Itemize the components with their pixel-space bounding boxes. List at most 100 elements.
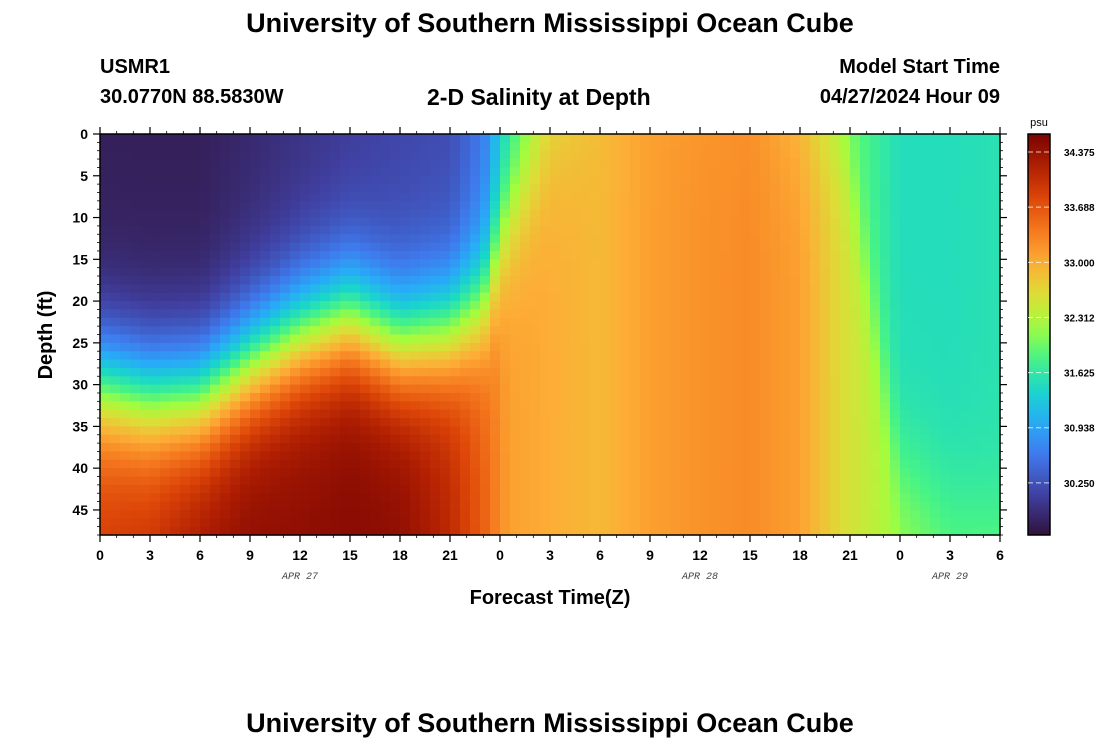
heatmap-cell <box>120 175 131 185</box>
heatmap-cell <box>640 309 651 319</box>
heatmap-cell <box>150 301 161 311</box>
heatmap-cell <box>840 451 851 461</box>
heatmap-cell <box>110 426 121 436</box>
heatmap-cell <box>810 192 821 202</box>
heatmap-cell <box>750 284 761 294</box>
heatmap-cell <box>440 159 451 169</box>
heatmap-cell <box>440 342 451 352</box>
heatmap-cell <box>870 292 881 302</box>
heatmap-cell <box>960 434 971 444</box>
heatmap-cell <box>390 192 401 202</box>
heatmap-cell <box>600 292 611 302</box>
heatmap-cell <box>590 301 601 311</box>
heatmap-cell <box>730 309 741 319</box>
heatmap-cell <box>910 401 921 411</box>
heatmap-cell <box>150 326 161 336</box>
heatmap-cell <box>580 167 591 177</box>
heatmap-cell <box>300 342 311 352</box>
heatmap-cell <box>540 501 551 511</box>
heatmap-cell <box>200 468 211 478</box>
heatmap-cell <box>130 200 141 210</box>
heatmap-cell <box>960 409 971 419</box>
heatmap-cell <box>510 334 521 344</box>
heatmap-cell <box>790 292 801 302</box>
heatmap-cell <box>410 518 421 528</box>
heatmap-cell <box>130 334 141 344</box>
heatmap-cell <box>440 392 451 402</box>
heatmap-cell <box>570 484 581 494</box>
heatmap-cell <box>450 351 461 361</box>
heatmap-cell <box>550 276 561 285</box>
heatmap-cell <box>630 384 641 394</box>
heatmap-cell <box>500 284 511 294</box>
heatmap-cell <box>190 359 201 369</box>
heatmap-cell <box>590 351 601 361</box>
heatmap-cell <box>870 217 881 227</box>
heatmap-cell <box>160 342 171 352</box>
heatmap-cell <box>730 175 741 185</box>
heatmap-cell <box>140 434 151 444</box>
heatmap-cell <box>220 351 231 361</box>
heatmap-cell <box>500 184 511 194</box>
heatmap-cell <box>180 468 191 478</box>
heatmap-cell <box>200 242 211 252</box>
heatmap-cell <box>930 301 941 311</box>
heatmap-cell <box>360 301 371 311</box>
heatmap-cell <box>510 292 521 302</box>
heatmap-cell <box>400 209 411 219</box>
heatmap-cell <box>200 384 211 394</box>
heatmap-cell <box>350 493 361 503</box>
heatmap-cell <box>730 284 741 294</box>
heatmap-cell <box>130 267 141 277</box>
heatmap-cell <box>820 276 831 285</box>
heatmap-cell <box>970 459 981 469</box>
heatmap-cell <box>910 209 921 219</box>
heatmap-cell <box>900 192 911 202</box>
heatmap-cell <box>620 267 631 277</box>
heatmap-cell <box>390 443 401 453</box>
heatmap-cell <box>770 384 781 394</box>
heatmap-cell <box>810 501 821 511</box>
heatmap-cell <box>780 351 791 361</box>
heatmap-cell <box>980 292 991 302</box>
heatmap-cell <box>190 384 201 394</box>
heatmap-cell <box>570 409 581 419</box>
heatmap-cell <box>970 225 981 235</box>
heatmap-cell <box>790 167 801 177</box>
heatmap-cell <box>200 217 211 227</box>
heatmap-cell <box>120 292 131 302</box>
heatmap-cell <box>900 242 911 252</box>
heatmap-cell <box>550 484 561 494</box>
heatmap-cell <box>910 284 921 294</box>
heatmap-cell <box>770 434 781 444</box>
heatmap-cell <box>770 409 781 419</box>
heatmap-cell <box>860 242 871 252</box>
heatmap-cell <box>610 184 621 194</box>
heatmap-cell <box>950 317 961 327</box>
heatmap-cell <box>630 392 641 402</box>
heatmap-cell <box>660 359 671 369</box>
heatmap-cell <box>410 175 421 185</box>
heatmap-cell <box>470 359 481 369</box>
heatmap-cell <box>640 434 651 444</box>
heatmap-cell <box>560 342 571 352</box>
heatmap-cell <box>850 175 861 185</box>
heatmap-cell <box>960 292 971 302</box>
heatmap-cell <box>900 401 911 411</box>
heatmap-cell <box>100 225 111 235</box>
heatmap-cell <box>690 317 701 327</box>
heatmap-cell <box>540 518 551 528</box>
heatmap-cell <box>660 167 671 177</box>
heatmap-cell <box>510 376 521 386</box>
heatmap-cell <box>260 159 271 169</box>
heatmap-cell <box>530 501 541 511</box>
heatmap-cell <box>500 167 511 177</box>
heatmap-cell <box>470 518 481 528</box>
heatmap-cell <box>690 501 701 511</box>
heatmap-cell <box>440 209 451 219</box>
heatmap-cell <box>860 392 871 402</box>
heatmap-cell <box>350 384 361 394</box>
heatmap-cell <box>890 292 901 302</box>
heatmap-cell <box>150 175 161 185</box>
heatmap-cell <box>400 175 411 185</box>
